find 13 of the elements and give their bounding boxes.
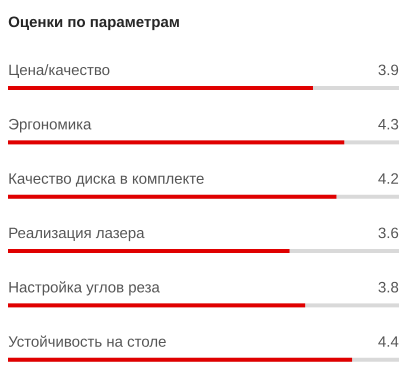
data-label: 4.2: [378, 173, 398, 184]
y-tick-label: Устойчивость на столе: [8, 336, 166, 347]
y-tick-label: Реализация лазера: [9, 228, 144, 242]
data-label: 3.8: [378, 282, 398, 293]
data-label: 4.3: [378, 118, 398, 130]
y-tick-label: Настройка углов реза: [9, 281, 160, 296]
data-label: 3.6: [378, 228, 398, 238]
y-tick-label: Цена/качество: [9, 64, 110, 78]
data-label: 4.4: [378, 336, 398, 347]
y-tick-label: Качество диска в комплекте: [9, 173, 204, 187]
y-tick-label: Эргономика: [8, 118, 92, 132]
chart-title: Оценки по параметрам: [8, 16, 179, 30]
data-label: 3.9: [378, 64, 398, 76]
